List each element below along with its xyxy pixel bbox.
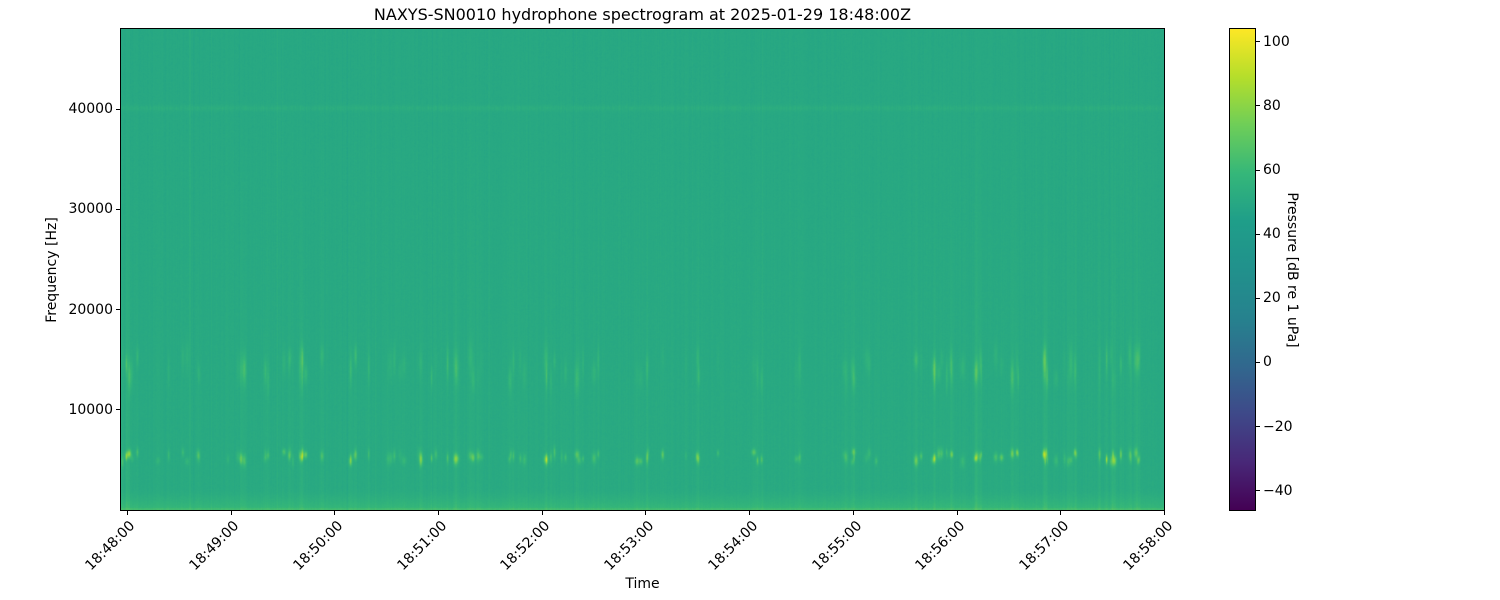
plot-area [120,28,1165,511]
x-tick-label: 18:56:00 [912,518,969,574]
x-tick-mark [230,511,232,515]
spectrogram-canvas[interactable] [121,29,1164,510]
colorbar-tick-mark [1256,361,1260,363]
x-tick-mark [541,511,543,515]
x-tick-mark [437,511,439,515]
x-tick-label: 18:51:00 [394,518,450,574]
x-tick-mark [852,511,854,515]
y-tick-label: 40000 [68,101,113,118]
colorbar-tick-label: 40 [1263,226,1281,243]
x-tick-mark [334,511,336,515]
x-tick-label: 18:53:00 [601,518,658,574]
colorbar-tick-label: 60 [1263,162,1281,179]
y-tick-mark [116,309,120,311]
x-tick-mark [749,511,751,515]
x-tick-mark [126,511,128,515]
colorbar-tick-label: 100 [1263,33,1290,50]
colorbar [1229,28,1256,511]
colorbar-tick-label: −20 [1263,418,1293,435]
colorbar-tick-label: 20 [1263,290,1281,307]
x-tick-label: 18:48:00 [82,518,139,574]
x-tick-label: 18:54:00 [705,518,762,574]
colorbar-tick-mark [1256,297,1260,299]
y-tick-mark [116,208,120,210]
x-axis-label: Time [625,576,660,592]
x-tick-label: 18:55:00 [808,518,865,574]
colorbar-tick-mark [1256,233,1260,235]
x-tick-label: 18:57:00 [1016,518,1073,574]
colorbar-tick-label: 80 [1263,97,1281,114]
colorbar-label: Pressure [dB re 1 uPa] [1284,192,1300,348]
colorbar-tick-mark [1256,41,1260,43]
x-tick-label: 18:52:00 [497,518,554,574]
x-tick-mark [956,511,958,515]
colorbar-tick-mark [1256,426,1260,428]
colorbar-tick-mark [1256,490,1260,492]
y-tick-label: 10000 [68,401,113,418]
x-tick-label: 18:50:00 [290,518,347,574]
x-tick-label: 18:49:00 [186,518,243,574]
x-tick-mark [645,511,647,515]
x-tick-label: 18:58:00 [1120,518,1176,574]
x-tick-mark [1164,511,1166,515]
chart-title: NAXYS-SN0010 hydrophone spectrogram at 2… [373,5,912,24]
colorbar-tick-mark [1256,105,1260,107]
x-tick-mark [1060,511,1062,515]
y-tick-label: 20000 [68,301,113,318]
colorbar-tick-label: −40 [1263,482,1293,499]
y-tick-mark [116,409,120,411]
colorbar-tick-label: 0 [1263,354,1272,371]
y-tick-mark [116,108,120,110]
y-tick-label: 30000 [68,201,113,218]
colorbar-tick-mark [1256,169,1260,171]
colorbar-gradient [1230,29,1255,510]
